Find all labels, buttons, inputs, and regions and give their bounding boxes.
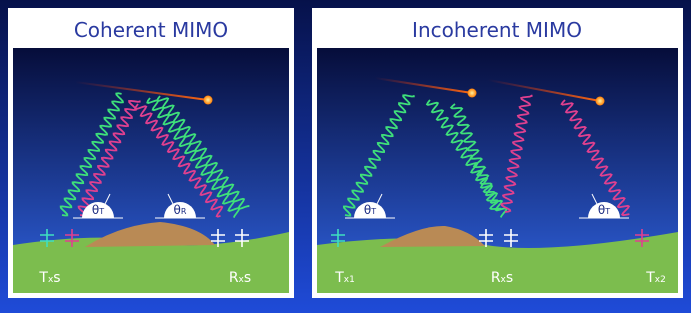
panel-title: Coherent MIMO: [74, 18, 228, 42]
panel: Coherent MIMO: [8, 8, 294, 298]
angle-symbol: θ: [174, 203, 181, 217]
label-base: R: [491, 270, 501, 286]
panel-title: Incoherent MIMO: [412, 18, 582, 42]
angle-subscript: T: [98, 207, 104, 216]
label-suffix: s: [53, 270, 60, 286]
label-suffix: s: [506, 270, 513, 286]
meteor-head: [204, 96, 213, 105]
label-base: T: [645, 270, 655, 286]
label-base: T: [38, 270, 48, 286]
label-base: T: [334, 270, 344, 286]
label-suffix: s: [244, 270, 251, 286]
label-base: R: [229, 270, 239, 286]
panel: Incoherent MIMO: [312, 8, 683, 298]
diagram: Coherent MIMO Incoherent MIMO θTθRTxsRxs…: [0, 0, 691, 313]
angle-subscript: R: [181, 207, 187, 216]
label-subscript: x1: [344, 275, 355, 285]
label-subscript: x2: [655, 275, 666, 285]
meteor-head: [596, 97, 605, 106]
angle-subscript: T: [370, 207, 376, 216]
angle-symbol: θ: [92, 203, 99, 217]
angle-symbol: θ: [364, 203, 371, 217]
meteor-head: [468, 89, 477, 98]
angle-subscript: T: [604, 207, 610, 216]
angle-symbol: θ: [598, 203, 605, 217]
